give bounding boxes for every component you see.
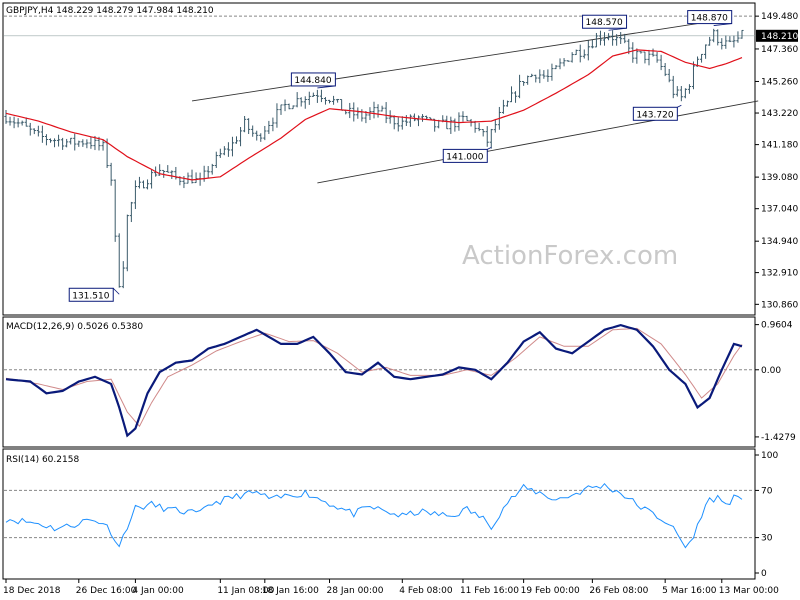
current-price-tag xyxy=(756,29,798,42)
price-annotation-box xyxy=(442,148,488,163)
rsi-tick-label: 30 xyxy=(761,534,773,544)
channel-line xyxy=(317,100,759,184)
current-price-label: 148.210 xyxy=(761,32,798,42)
price-annotation-leader xyxy=(713,23,732,26)
price-tick-label: 147.360 xyxy=(761,45,798,55)
x-tick-label: 11 Jan 08:00 xyxy=(217,586,274,596)
price-annotation-leader xyxy=(608,27,627,31)
price-tick-label: 145.260 xyxy=(761,77,798,87)
x-tick-label: 11 Feb 16:00 xyxy=(460,586,519,596)
price-tick-label: 149.480 xyxy=(761,12,798,22)
x-tick-label: 28 Jan 00:00 xyxy=(327,586,384,596)
macd-line xyxy=(5,323,743,438)
watermark: ActionForex.com xyxy=(462,241,678,271)
price-annotation-label: 141.000 xyxy=(446,152,483,162)
x-tick-label: 4 Jan 00:00 xyxy=(132,586,184,596)
rsi-panel-frame xyxy=(2,448,756,580)
price-tick-label: 132.910 xyxy=(761,269,798,279)
price-tick-label: 141.180 xyxy=(761,141,798,151)
x-tick-label: 5 Mar 16:00 xyxy=(662,586,717,596)
x-tick-label: 18 Dec 2018 xyxy=(3,586,61,596)
price-annotation-label: 148.870 xyxy=(691,14,728,24)
macd-tick-label: 0.00 xyxy=(761,366,781,376)
rsi-tick-label: 70 xyxy=(761,486,773,496)
price-tick-label: 130.860 xyxy=(761,300,798,310)
macd-title: MACD(12,26,9) 0.5026 0.5380 xyxy=(6,322,143,332)
price-panel-frame xyxy=(2,2,756,316)
x-tick-label: 4 Feb 08:00 xyxy=(399,586,453,596)
price-annotation-box xyxy=(687,10,733,25)
price-tick-label: 139.080 xyxy=(761,173,798,183)
price-annotation-box xyxy=(582,14,628,29)
macd-layer: 0.9604 0.00 -1.4279 xyxy=(4,321,796,443)
rsi-title: RSI(14) 60.2158 xyxy=(6,455,79,465)
rsi-tick-label: 0 xyxy=(761,569,767,579)
price-title: GBPJPY,H4 148.229 148.279 147.984 148.21… xyxy=(6,6,214,16)
channel-line xyxy=(191,20,718,102)
moving-average-line xyxy=(5,49,743,181)
x-tick-label: 18 Jan 16:00 xyxy=(262,586,319,596)
macd-signal-line xyxy=(5,327,743,428)
price-annotation-leader xyxy=(317,85,336,89)
rsi-tick-label: 100 xyxy=(761,451,778,461)
rsi-line xyxy=(5,482,743,549)
price-annotation-label: 131.510 xyxy=(72,291,109,301)
price-annotation-leader xyxy=(677,104,682,108)
x-tick-label: 19 Feb 00:00 xyxy=(521,586,580,596)
price-annotation-label: 144.840 xyxy=(294,76,331,86)
x-tick-label: 13 Mar 00:00 xyxy=(719,586,779,596)
price-annotation-box xyxy=(68,287,114,302)
price-tick-label: 134.940 xyxy=(761,237,798,247)
price-annotation-box xyxy=(632,106,678,121)
price-tick-label: 143.220 xyxy=(761,109,798,119)
rsi-layer: 100 70 30 0 xyxy=(4,451,778,579)
price-layer: 149.480 147.360 145.260 143.220 141.180 139.0… xyxy=(4,10,798,310)
x-axis: 18 Dec 2018 26 Dec 16:004 Jan 00:00 11 Jan… xyxy=(3,579,779,596)
macd-tick-label: -1.4279 xyxy=(761,433,796,443)
price-annotation-box xyxy=(290,72,336,87)
macd-panel-frame xyxy=(2,316,756,448)
x-tick-label: 26 Feb 08:00 xyxy=(589,586,648,596)
x-tick-label: 26 Dec 16:00 xyxy=(76,586,137,596)
macd-tick-label: 0.9604 xyxy=(761,321,793,331)
price-annotation-label: 143.720 xyxy=(636,110,673,120)
price-tick-label: 137.040 xyxy=(761,205,798,215)
price-annotation-leader xyxy=(487,147,492,150)
price-annotation-label: 148.570 xyxy=(586,18,623,28)
price-annotation-leader xyxy=(112,287,120,295)
